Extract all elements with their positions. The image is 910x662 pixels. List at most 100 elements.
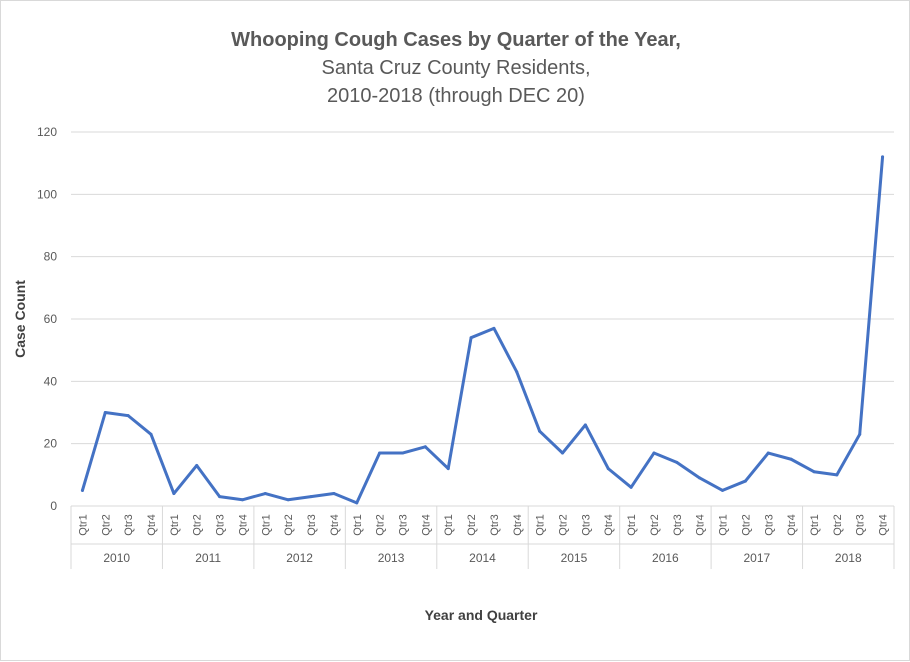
data-point (492, 326, 496, 330)
x-year-label: 2013 (378, 551, 405, 565)
x-axis: Qtr1 Qtr2 Qtr3 Qtr4 Qtr1 Qtr2 Qtr3 Qtr4 Qtr1 Qtr2… (70, 506, 895, 569)
x-axis-title: Year and Quarter (425, 607, 538, 623)
x-quarter-label: Qtr4 (695, 514, 707, 535)
y-tick-label: 60 (44, 312, 58, 326)
x-year-label: 2012 (286, 551, 313, 565)
data-point (218, 495, 222, 499)
x-quarter-label: Qtr4 (786, 514, 798, 535)
data-point (240, 498, 244, 502)
data-point (629, 485, 633, 489)
x-quarter-label: Qtr2 (466, 514, 478, 535)
x-quarter-label: Qtr1 (626, 514, 638, 535)
data-point (400, 451, 404, 455)
data-point (172, 492, 176, 496)
y-tick-label: 120 (37, 125, 57, 139)
x-quarter-label: Qtr1 (443, 514, 455, 535)
x-year-label: 2015 (561, 551, 588, 565)
series-line-cases (80, 155, 885, 505)
y-tick-label: 40 (44, 374, 58, 388)
x-year-label: 2011 (195, 551, 221, 565)
data-point (766, 451, 770, 455)
x-quarter-label: Qtr3 (763, 514, 775, 535)
data-point (446, 467, 450, 471)
x-quarter-label: Qtr2 (192, 514, 204, 535)
x-quarter-label: Qtr2 (649, 514, 661, 535)
x-quarter-label: Qtr2 (740, 514, 752, 535)
x-quarter-label: Qtr4 (329, 514, 341, 535)
data-point (583, 423, 587, 427)
x-quarter-label: Qtr3 (397, 514, 409, 535)
x-quarter-label: Qtr1 (169, 514, 181, 535)
data-point (835, 473, 839, 477)
x-quarter-label: Qtr3 (123, 514, 135, 535)
x-quarter-label: Qtr2 (558, 514, 570, 535)
x-quarter-label: Qtr3 (855, 514, 867, 535)
y-tick-label: 100 (37, 187, 57, 201)
x-year-label: 2018 (835, 551, 862, 565)
data-point (332, 492, 336, 496)
x-quarter-label: Qtr2 (100, 514, 112, 535)
data-point (561, 451, 565, 455)
x-quarter-label: Qtr2 (375, 514, 387, 535)
data-point (698, 476, 702, 480)
data-point (675, 460, 679, 464)
y-tick-label: 0 (50, 499, 57, 513)
data-point (743, 479, 747, 483)
data-point (195, 463, 199, 467)
data-point (423, 445, 427, 449)
x-quarter-label: Qtr1 (352, 514, 364, 535)
x-quarter-label: Qtr2 (283, 514, 295, 535)
y-tick-labels: 0 20 40 60 80 100 120 (37, 125, 57, 513)
data-point (263, 492, 267, 496)
data-point (149, 432, 153, 436)
data-point (538, 429, 542, 433)
x-quarter-label: Qtr3 (489, 514, 501, 535)
data-point (80, 488, 84, 492)
x-quarter-label: Qtr4 (237, 514, 249, 535)
x-quarter-label: Qtr1 (77, 514, 89, 535)
data-point (721, 488, 725, 492)
chart-title: Whooping Cough Cases by Quarter of the Y… (231, 29, 681, 51)
x-quarter-label: Qtr4 (512, 514, 524, 535)
x-year-label: 2014 (469, 551, 496, 565)
x-quarter-label: Qtr1 (260, 514, 272, 535)
data-point (103, 411, 107, 414)
x-year-label: 2016 (652, 551, 679, 565)
x-quarter-label: Qtr1 (535, 514, 547, 535)
x-year-label: 2010 (103, 551, 130, 565)
x-quarter-label: Qtr2 (832, 514, 844, 535)
data-point (355, 501, 359, 505)
gridlines (71, 131, 894, 507)
chart-subtitle-line1: Santa Cruz County Residents, (321, 57, 590, 79)
data-point (606, 467, 610, 471)
x-quarter-label: Qtr3 (672, 514, 684, 535)
x-quarter-label: Qtr3 (215, 514, 227, 535)
y-axis-title: Case Count (12, 280, 28, 358)
data-point (812, 470, 816, 474)
data-point (469, 336, 473, 340)
data-point (789, 457, 793, 461)
x-quarter-label: Qtr1 (718, 514, 730, 535)
data-point (881, 155, 885, 159)
y-tick-label: 20 (44, 437, 58, 451)
data-point (378, 451, 382, 455)
data-point (126, 414, 130, 418)
x-year-label: 2017 (743, 551, 770, 565)
data-point (286, 498, 290, 502)
y-tick-label: 80 (44, 250, 58, 264)
x-quarter-label: Qtr1 (809, 514, 821, 535)
x-quarter-label: Qtr4 (878, 514, 890, 535)
x-quarter-label: Qtr4 (146, 514, 158, 535)
series-layer (80, 155, 885, 505)
data-point (652, 451, 656, 455)
chart-subtitle-line2: 2010-2018 (through DEC 20) (327, 85, 585, 107)
x-quarter-label: Qtr3 (580, 514, 592, 535)
x-quarter-label: Qtr4 (603, 514, 615, 535)
x-quarter-label: Qtr4 (420, 514, 432, 535)
x-quarter-label: Qtr3 (306, 514, 318, 535)
data-point (309, 495, 313, 499)
data-point (515, 370, 519, 374)
data-point (858, 432, 862, 436)
